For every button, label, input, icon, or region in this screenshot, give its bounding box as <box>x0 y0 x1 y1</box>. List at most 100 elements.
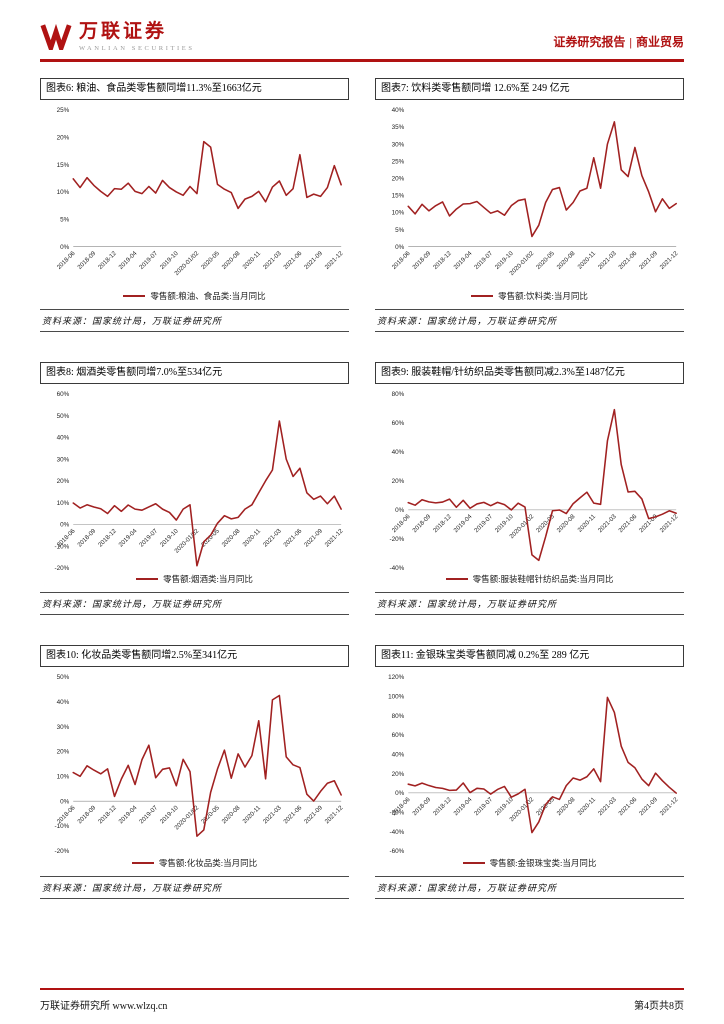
svg-text:40%: 40% <box>57 434 70 441</box>
svg-text:60%: 60% <box>392 732 405 739</box>
svg-text:2020-05: 2020-05 <box>200 804 221 825</box>
chart-legend: 零售额:化妆品类:当月同比 <box>40 857 349 869</box>
chart-block-11: 图表11: 金银珠宝类零售额同减 0.2%至 289 亿元 -60% -40% -2… <box>375 645 684 899</box>
svg-text:-20%: -20% <box>390 810 405 817</box>
svg-text:20%: 20% <box>392 771 405 778</box>
svg-text:2021-06: 2021-06 <box>617 250 638 271</box>
svg-text:2019-07: 2019-07 <box>473 250 494 271</box>
report-header: 万联证券 WANLIAN SECURITIES 证券研究报告 | 商业贸易 <box>40 21 684 52</box>
legend-label: 零售额:服装鞋帽针纺织品类:当月同比 <box>472 574 614 585</box>
svg-text:2019-04: 2019-04 <box>452 250 473 271</box>
svg-text:2021-06: 2021-06 <box>282 527 303 548</box>
svg-text:2018-12: 2018-12 <box>432 512 453 533</box>
footer-institute: 万联证券研究所 <box>40 1001 110 1012</box>
legend-label: 零售额:烟酒类:当月同比 <box>163 574 253 585</box>
chart-title: 图表10: 化妆品类零售额同增2.5%至341亿元 <box>40 645 349 668</box>
svg-text:50%: 50% <box>57 674 70 681</box>
header-separator: | <box>629 34 632 49</box>
page-number: 第4页共8页 <box>634 1001 684 1012</box>
svg-text:10%: 10% <box>57 499 70 506</box>
svg-text:-10%: -10% <box>55 543 70 550</box>
svg-text:2021-09: 2021-09 <box>638 250 659 271</box>
report-page: 万联证券 WANLIAN SECURITIES 证券研究报告 | 商业贸易 图表6:… <box>40 21 684 899</box>
svg-text:2018-12: 2018-12 <box>97 804 118 825</box>
svg-text:35%: 35% <box>392 124 405 131</box>
svg-text:-60%: -60% <box>390 848 405 855</box>
chart-title: 图表9: 服装鞋帽/针纺织品类零售额同减2.3%至1487亿元 <box>375 361 684 384</box>
svg-text:25%: 25% <box>57 107 70 114</box>
chart-title: 图表7: 饮料类零售额同增 12.6%至 249 亿元 <box>375 77 684 100</box>
svg-text:2020-08: 2020-08 <box>556 250 577 271</box>
svg-text:2021-09: 2021-09 <box>303 250 324 271</box>
svg-text:2021-03: 2021-03 <box>597 512 618 533</box>
brand-name: 万联证券 <box>79 21 168 42</box>
svg-text:2020-05: 2020-05 <box>200 250 221 271</box>
svg-text:2019-04: 2019-04 <box>452 796 473 817</box>
legend-label: 零售额:金银珠宝类:当月同比 <box>489 857 597 868</box>
chart-block-8: 图表8: 烟酒类零售额同增7.0%至534亿元 -20% -10% 0% 10% 20%… <box>40 361 349 616</box>
svg-text:2021-12: 2021-12 <box>659 512 680 533</box>
svg-text:2020-11: 2020-11 <box>242 250 263 271</box>
source-note: 资料来源：国家统计局，万联证券研究所 <box>40 875 349 899</box>
svg-text:10%: 10% <box>57 189 70 196</box>
chart-legend: 零售额:饮料类:当月同比 <box>375 290 684 302</box>
svg-text:2021-12: 2021-12 <box>659 796 680 817</box>
source-note: 资料来源：国家统计局，万联证券研究所 <box>375 592 684 616</box>
brand-name-english: WANLIAN SECURITIES <box>79 44 195 52</box>
svg-text:2018-09: 2018-09 <box>411 512 432 533</box>
svg-text:2019-04: 2019-04 <box>117 527 138 548</box>
svg-text:25%: 25% <box>392 158 405 165</box>
svg-text:2018-09: 2018-09 <box>411 250 432 271</box>
svg-text:10%: 10% <box>57 774 70 781</box>
svg-text:2021-12: 2021-12 <box>659 250 680 271</box>
footer-url: www.wlzq.cn <box>112 1001 168 1012</box>
svg-text:2018-09: 2018-09 <box>76 250 97 271</box>
wanlian-logo: 万联证券 WANLIAN SECURITIES <box>40 21 195 52</box>
svg-text:2021-03: 2021-03 <box>262 527 283 548</box>
svg-text:50%: 50% <box>57 412 70 419</box>
legend-line-marker <box>131 861 154 864</box>
svg-text:2020-11: 2020-11 <box>242 527 263 548</box>
svg-text:60%: 60% <box>392 420 405 427</box>
svg-text:2018-06: 2018-06 <box>56 804 77 825</box>
svg-text:2018-12: 2018-12 <box>432 250 453 271</box>
svg-text:2020-08: 2020-08 <box>556 512 577 533</box>
svg-text:2018-12: 2018-12 <box>97 527 118 548</box>
report-type: 证券研究报告 <box>553 34 626 49</box>
svg-text:2021-09: 2021-09 <box>303 804 324 825</box>
source-note: 资料来源：国家统计局，万联证券研究所 <box>375 308 684 332</box>
svg-text:2020-08: 2020-08 <box>221 250 242 271</box>
svg-text:80%: 80% <box>392 391 405 398</box>
footer-divider <box>40 988 684 990</box>
svg-text:-10%: -10% <box>55 823 70 830</box>
svg-text:2019-04: 2019-04 <box>452 512 473 533</box>
svg-text:30%: 30% <box>57 456 70 463</box>
chart-legend: 零售额:服装鞋帽针纺织品类:当月同比 <box>375 573 684 585</box>
svg-text:120%: 120% <box>388 674 405 681</box>
svg-text:2021-12: 2021-12 <box>324 804 345 825</box>
svg-text:20%: 20% <box>392 478 405 485</box>
chart-legend: 零售额:烟酒类:当月同比 <box>40 573 349 585</box>
line-chart-clothing: -40% -20% 0% 20% 40% 60% 80% 2018-06 2018-09 2018… <box>390 391 680 572</box>
svg-text:0%: 0% <box>60 799 70 806</box>
source-note: 资料来源：国家统计局，万联证券研究所 <box>40 308 349 332</box>
svg-text:2018-06: 2018-06 <box>56 250 77 271</box>
svg-text:2018-12: 2018-12 <box>97 250 118 271</box>
svg-text:2019-04: 2019-04 <box>117 804 138 825</box>
svg-text:0%: 0% <box>395 790 405 797</box>
svg-text:-20%: -20% <box>55 565 70 572</box>
svg-text:2019-07: 2019-07 <box>473 796 494 817</box>
line-chart-tobacco-alcohol: -20%-10%0%10%20%30%40%50%60%2018-06 2018-… <box>55 391 345 572</box>
svg-text:2021-03: 2021-03 <box>262 250 283 271</box>
svg-text:5%: 5% <box>395 227 405 234</box>
line-chart-cosmetics: -20%-10%0%10%20%30%40%50%2018-06 2018-09 2… <box>55 674 345 855</box>
svg-text:2018-09: 2018-09 <box>411 796 432 817</box>
svg-text:2020-11: 2020-11 <box>577 512 598 533</box>
wanlian-w-icon <box>40 24 72 51</box>
svg-text:2020-11: 2020-11 <box>577 796 598 817</box>
line-chart-grain-food: 0%5%10%15%20%25%2018-06 2018-09 2018-12 201… <box>56 107 345 277</box>
svg-text:2018-09: 2018-09 <box>76 527 97 548</box>
svg-text:2018-09: 2018-09 <box>76 804 97 825</box>
svg-text:0%: 0% <box>60 521 70 528</box>
chart-block-9: 图表9: 服装鞋帽/针纺织品类零售额同减2.3%至1487亿元 -40% -20%… <box>375 361 684 616</box>
